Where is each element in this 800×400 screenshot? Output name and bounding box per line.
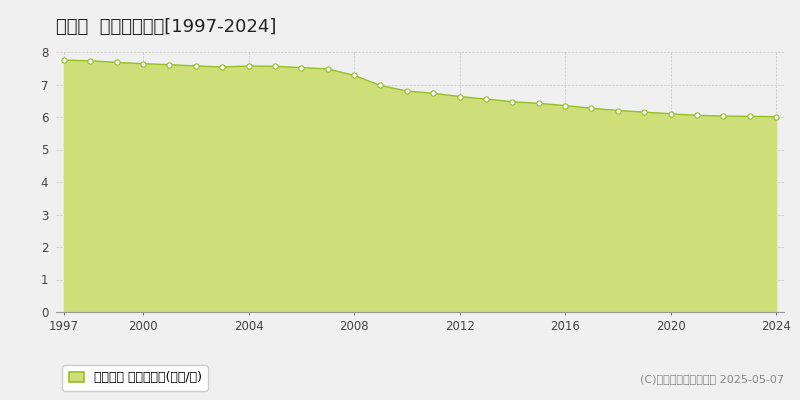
Point [585, 105, 598, 112]
Point [374, 82, 387, 89]
Point [690, 112, 703, 118]
Point [506, 98, 518, 105]
Point [611, 107, 624, 114]
Point [269, 63, 282, 70]
Point [295, 64, 308, 71]
Point [58, 57, 70, 63]
Point [216, 64, 229, 70]
Point [664, 110, 677, 117]
Point [110, 59, 123, 66]
Point [84, 58, 97, 64]
Text: (C)土地価格ドットコム 2025-05-07: (C)土地価格ドットコム 2025-05-07 [640, 374, 784, 384]
Point [348, 72, 361, 78]
Point [242, 63, 255, 69]
Point [453, 93, 466, 100]
Point [401, 88, 414, 94]
Text: 国富町  基準地価推移[1997-2024]: 国富町 基準地価推移[1997-2024] [56, 18, 276, 36]
Point [190, 63, 202, 69]
Point [638, 109, 650, 115]
Point [743, 113, 756, 120]
Point [322, 66, 334, 72]
Point [163, 62, 176, 68]
Point [137, 60, 150, 67]
Point [532, 100, 545, 106]
Point [717, 113, 730, 119]
Point [770, 114, 782, 120]
Point [558, 102, 571, 109]
Point [426, 90, 439, 96]
Legend: 基準地価 平均坪単価(万円/坪): 基準地価 平均坪単価(万円/坪) [62, 365, 208, 390]
Point [479, 96, 492, 102]
